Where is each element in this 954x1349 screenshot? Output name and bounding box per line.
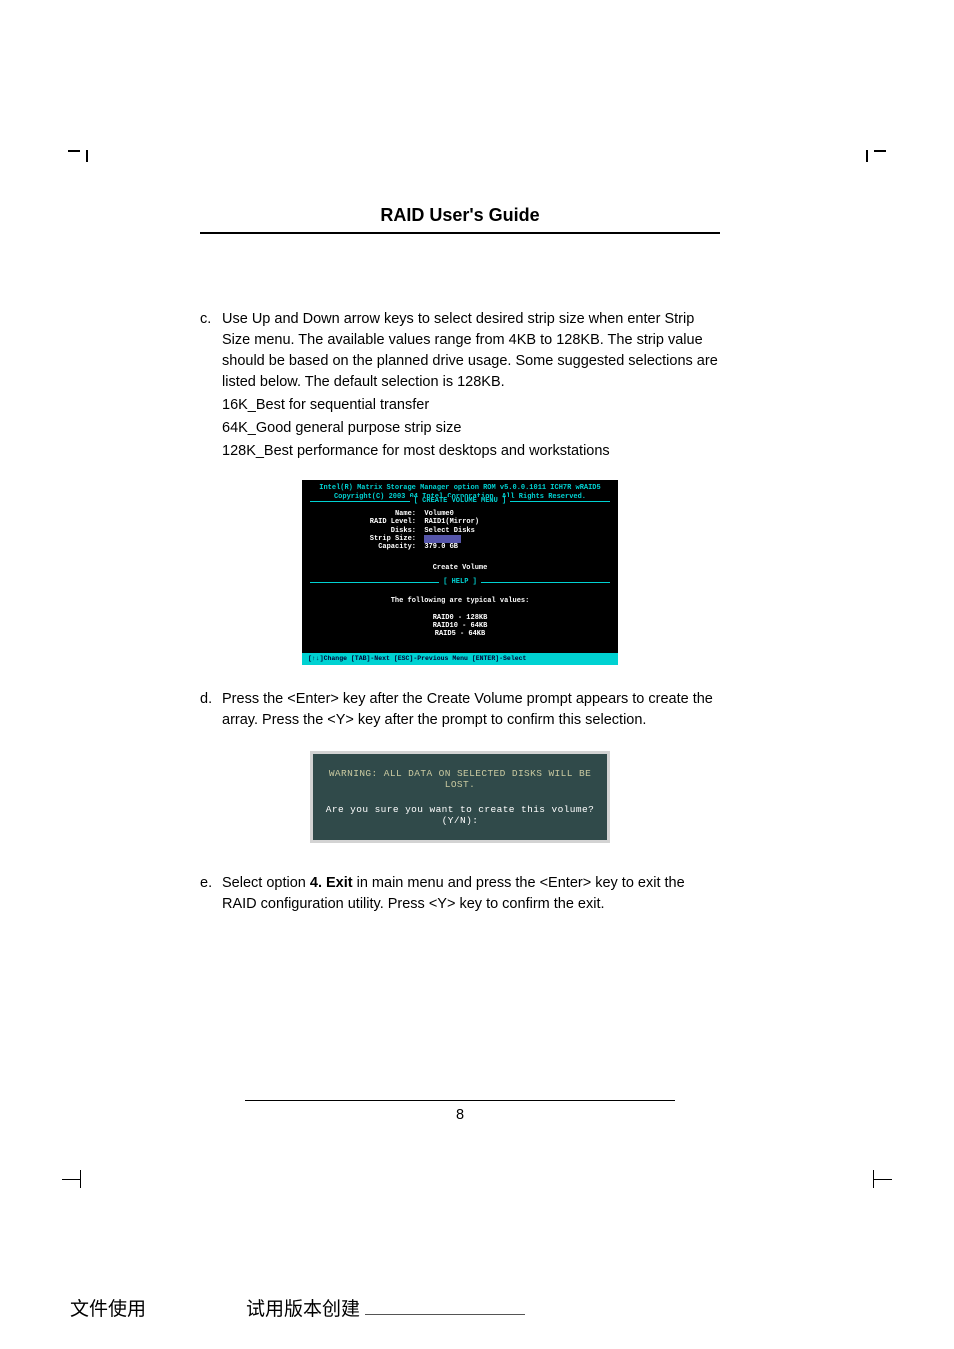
bios1-cap-val: 379.0 GB	[424, 543, 458, 551]
crop-mark-tl	[50, 150, 80, 180]
crop-mark-bl	[50, 1150, 80, 1180]
step-body: Select option 4. Exit in main menu and p…	[222, 873, 720, 917]
bios1-strip-val	[424, 535, 461, 543]
step-e: e. Select option 4. Exit in main menu an…	[200, 873, 720, 917]
step-body: Press the <Enter> key after the Create V…	[222, 689, 720, 733]
bios1-form: Name: Volume0 RAID Level: RAID1(Mirror) …	[302, 502, 618, 560]
bios1-name-val: Volume0	[424, 510, 453, 518]
watermark-right: 试用版本创建	[246, 1294, 525, 1321]
step-c: c. Use Up and Down arrow keys to select …	[200, 309, 720, 464]
bios1-name-label: Name:	[342, 510, 416, 518]
bios1-help-section-label: [ HELP ]	[439, 578, 481, 586]
bios1-help-body: The following are typical values: RAID0 …	[302, 583, 618, 653]
bios-screenshot-2: WARNING: ALL DATA ON SELECTED DISKS WILL…	[200, 751, 720, 843]
bios1-raid-label: RAID Level:	[342, 518, 416, 526]
bios1-footer: [↑↓]Change [TAB]-Next [ESC]-Previous Men…	[302, 653, 618, 665]
step-e-para: Select option 4. Exit in main menu and p…	[222, 873, 720, 915]
step-e-bold: 4. Exit	[310, 875, 353, 891]
bios1-help-r5: RAID5 - 64KB	[302, 630, 618, 638]
step-letter: d.	[200, 689, 222, 733]
bios1-help-r0: RAID0 - 128KB	[302, 614, 618, 622]
bios1-create-section: [ CREATE VOLUME MENU ]	[310, 501, 610, 502]
bios1-help-text: The following are typical values:	[302, 597, 618, 605]
step-letter: c.	[200, 309, 222, 464]
bios1-help-r10: RAID10 - 64KB	[302, 622, 618, 630]
step-c-para: Use Up and Down arrow keys to select des…	[222, 309, 720, 393]
bios2-warning: WARNING: ALL DATA ON SELECTED DISKS WILL…	[323, 768, 597, 790]
bios1-help-section: [ HELP ]	[310, 582, 610, 583]
page-number: 8	[245, 1100, 675, 1123]
bios1-header1: Intel(R) Matrix Storage Manager option R…	[302, 484, 618, 492]
bios2-prompt: Are you sure you want to create this vol…	[323, 804, 597, 826]
page-footer: 8	[200, 1100, 720, 1123]
watermark-left: 文件使用	[70, 1294, 146, 1321]
step-body: Use Up and Down arrow keys to select des…	[222, 309, 720, 464]
bios1-strip-label: Strip Size:	[342, 535, 416, 543]
bios1-disks-label: Disks:	[342, 527, 416, 535]
page-content: RAID User's Guide c. Use Up and Down arr…	[200, 205, 720, 929]
step-c-line1: 16K_Best for sequential transfer	[222, 395, 720, 416]
step-d-para: Press the <Enter> key after the Create V…	[222, 689, 720, 731]
step-c-line2: 64K_Good general purpose strip size	[222, 418, 720, 439]
bios1-cap-label: Capacity:	[342, 543, 416, 551]
bios-screenshot-1: Intel(R) Matrix Storage Manager option R…	[200, 480, 720, 665]
step-e-before: Select option	[222, 875, 310, 891]
step-d: d. Press the <Enter> key after the Creat…	[200, 689, 720, 733]
bios1-disks-val: Select Disks	[424, 527, 474, 535]
bios1-create-section-label: [ CREATE VOLUME MENU ]	[410, 497, 510, 505]
watermark-blank-line	[365, 1314, 525, 1315]
bios1-raid-val: RAID1(Mirror)	[424, 518, 479, 526]
page-title: RAID User's Guide	[200, 205, 720, 234]
step-letter: e.	[200, 873, 222, 917]
watermark-right-text: 试用版本创建	[246, 1299, 360, 1320]
crop-mark-br	[874, 1150, 904, 1180]
watermark-strip: 文件使用 试用版本创建	[0, 1294, 954, 1321]
step-c-line3: 128K_Best performance for most desktops …	[222, 441, 720, 462]
crop-mark-tr	[874, 150, 904, 180]
